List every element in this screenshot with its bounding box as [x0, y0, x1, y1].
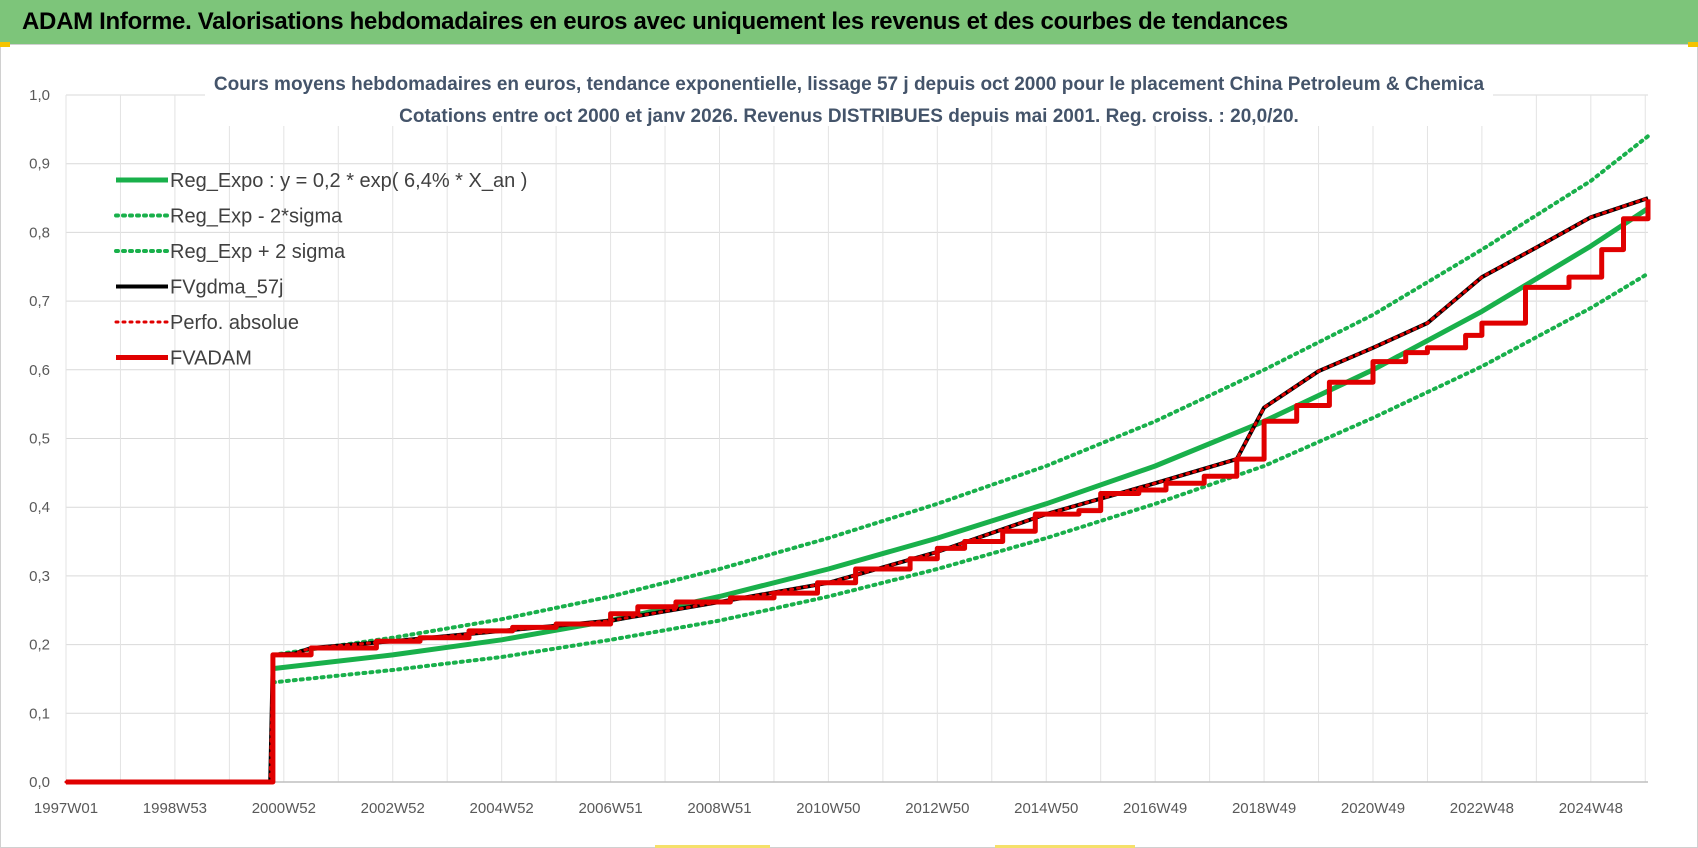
legend-label-fvadam: FVADAM: [170, 348, 252, 370]
chart-title-line1: Cours moyens hebdomadaires en euros, ten…: [214, 74, 1485, 95]
x-tick-label: 2004W52: [470, 800, 534, 817]
legend-label-reg_minus: Reg_Exp - 2*sigma: [170, 206, 343, 228]
series-line-fvgdma: [66, 196, 1649, 784]
y-axis-ticks: 0,0 0,1 0,2 0,3 0,4 0,5 0,6 0,7 0,8 0,9 1,0: [29, 87, 50, 791]
report-title: ADAM Informe. Valorisations hebdomadaire…: [22, 8, 1288, 35]
x-tick-label: 2020W49: [1341, 800, 1405, 817]
legend-label-perfo: Perfo. absolue: [170, 312, 299, 334]
x-tick-label: 2010W50: [796, 800, 860, 817]
series-line-reg_minus: [270, 271, 1650, 685]
y-tick-label: 0,4: [29, 499, 50, 516]
report-banner: ADAM Informe. Valorisations hebdomadaire…: [0, 0, 1698, 45]
x-tick-label: 2000W52: [252, 800, 316, 817]
x-tick-label: 2012W50: [905, 800, 969, 817]
x-tick-label: 2014W50: [1014, 800, 1078, 817]
corner-marker-right: [1688, 42, 1698, 47]
legend-label-fvgdma: FVgdma_57j: [170, 277, 283, 299]
x-tick-label: 2016W49: [1123, 800, 1187, 817]
bottom-marker-2: [995, 845, 1135, 848]
x-tick-label: 1998W53: [143, 800, 207, 817]
title-background: [205, 66, 1493, 126]
legend-label-reg_plus: Reg_Exp + 2 sigma: [170, 241, 346, 263]
series-line-reg_expo: [272, 206, 1650, 672]
y-tick-label: 0,8: [29, 224, 50, 241]
y-tick-label: 0,6: [29, 362, 50, 379]
bottom-marker-1: [655, 845, 770, 848]
y-tick-label: 0,1: [29, 705, 50, 722]
chart-series: [64, 134, 1651, 785]
legend-label-reg_expo: Reg_Expo : y = 0,2 * exp( 6,4% * X_an ): [170, 170, 527, 192]
series-line-fvadam: [66, 199, 1651, 785]
y-tick-label: 0,7: [29, 293, 50, 310]
x-tick-label: 1997W01: [34, 800, 98, 817]
x-tick-label: 2008W51: [687, 800, 751, 817]
x-tick-label: 2002W52: [361, 800, 425, 817]
series-line-perfo: [64, 196, 1650, 784]
chart-legend: Reg_Expo : y = 0,2 * exp( 6,4% * X_an ) R…: [114, 170, 527, 370]
y-tick-label: 0,9: [29, 156, 50, 173]
y-tick-label: 0,2: [29, 637, 50, 654]
y-tick-label: 1,0: [29, 87, 50, 104]
x-tick-label: 2006W51: [578, 800, 642, 817]
chart-title-line2: Cotations entre oct 2000 et janv 2026. R…: [399, 106, 1299, 127]
y-tick-label: 0,0: [29, 774, 50, 791]
x-tick-label: 2024W48: [1559, 800, 1623, 817]
y-tick-label: 0,3: [29, 568, 50, 585]
x-axis-ticks: 1997W01 1998W53 2000W52 2002W52 2004W52 2006W…: [34, 800, 1623, 817]
corner-marker-left: [0, 42, 10, 47]
y-tick-label: 0,5: [29, 431, 50, 448]
x-tick-label: 2022W48: [1450, 800, 1514, 817]
series-line-reg_plus: [270, 134, 1650, 657]
x-tick-label: 2018W49: [1232, 800, 1296, 817]
